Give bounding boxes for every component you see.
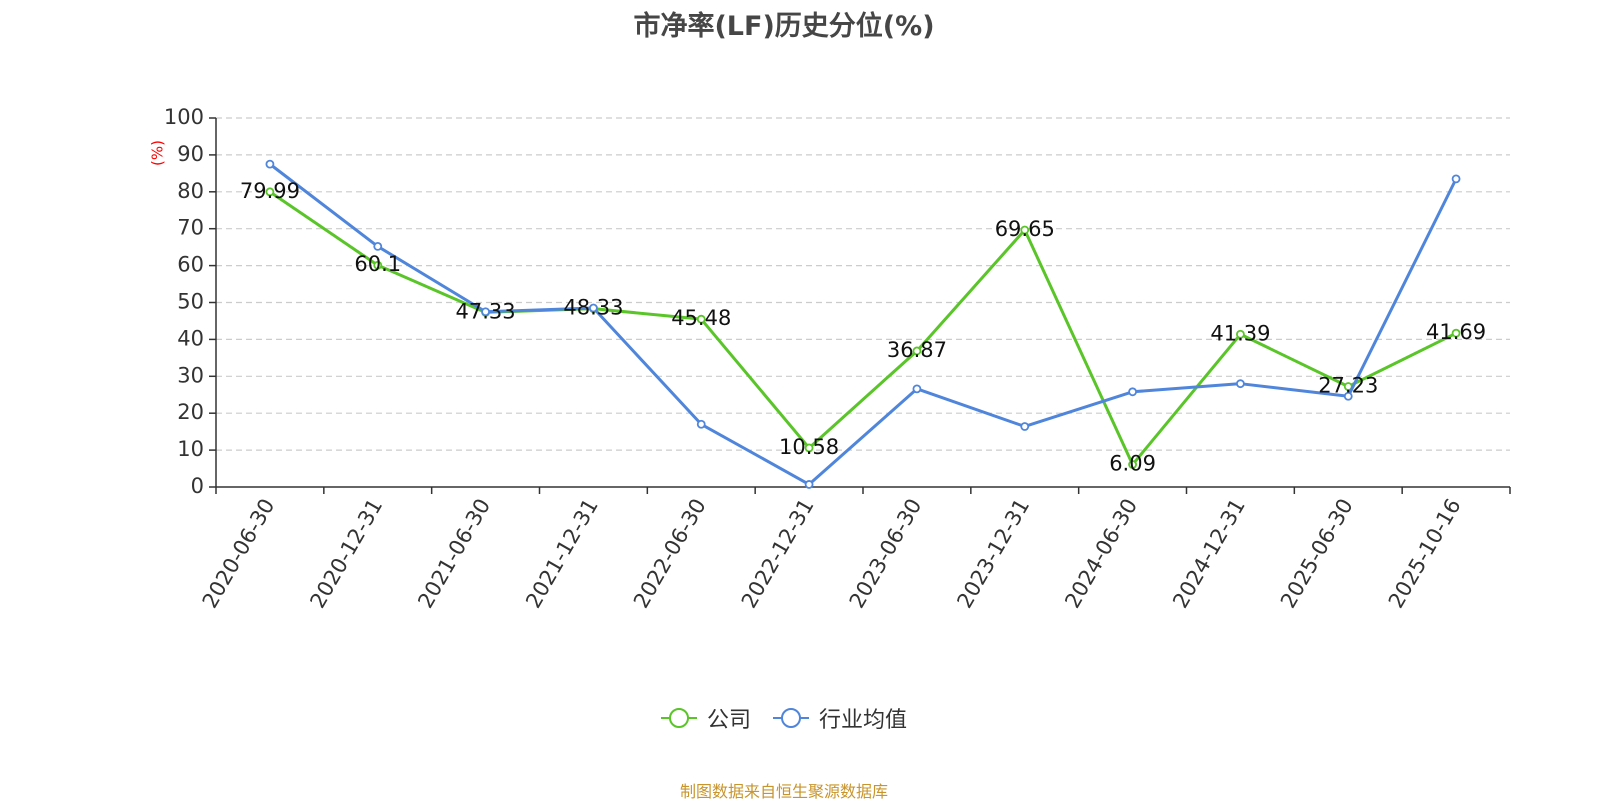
x-tick-label: 2024-06-30 (1060, 495, 1142, 613)
data-labels: 79.99 60.1 47.33 48.33 45.48 10.58 36.87 69.65 6… (240, 179, 1486, 476)
y-tick-label: 10 (177, 437, 204, 461)
legend-item-company[interactable]: 公司 (660, 702, 751, 734)
data-point-series-1[interactable] (696, 419, 706, 429)
gridlines (216, 117, 1510, 451)
data-label: 79.99 (240, 179, 300, 203)
data-point-series-0[interactable] (804, 443, 814, 453)
x-tick-label: 2023-12-31 (952, 495, 1034, 613)
y-tick-label: 50 (177, 290, 204, 314)
data-point-series-1[interactable] (1020, 422, 1030, 431)
data-label: 48.33 (563, 296, 623, 320)
legend-item-industry-average[interactable]: 行业均值 (773, 702, 907, 734)
x-tick-label: 2022-06-30 (629, 495, 711, 613)
x-tick-label: 2023-06-30 (845, 495, 927, 613)
data-point-series-0[interactable] (1020, 225, 1030, 235)
data-point-series-1[interactable] (912, 384, 922, 394)
data-point-series-1[interactable] (373, 242, 383, 251)
x-tick-label: 2024-12-31 (1168, 495, 1250, 613)
x-tick-label: 2020-06-30 (198, 495, 280, 613)
data-point-series-1[interactable] (589, 303, 598, 313)
data-point-series-1[interactable] (1128, 387, 1137, 397)
data-point-series-1[interactable] (1343, 391, 1353, 401)
series-lines (265, 159, 1461, 489)
y-tick-label: 30 (177, 363, 204, 387)
legend-label-industry-average: 行业均值 (819, 708, 908, 733)
data-point-series-0[interactable] (912, 346, 922, 356)
legend-company-marker-icon (660, 708, 697, 728)
data-label: 69.65 (995, 217, 1055, 241)
y-tick-label: 0 (191, 474, 204, 498)
legend: 公司 行业均值 (0, 702, 1568, 734)
data-label: 41.69 (1426, 320, 1486, 344)
y-tick-label: 80 (177, 179, 204, 203)
y-tick-label: 70 (177, 216, 204, 240)
data-point-series-1[interactable] (265, 159, 275, 169)
x-tick-label: 2021-12-31 (521, 495, 603, 613)
y-tick-label: 90 (177, 142, 204, 166)
data-label: 36.87 (887, 338, 947, 362)
data-label: 45.48 (671, 306, 731, 330)
series-line-0 (269, 190, 1457, 467)
y-axis-label: (%) (149, 140, 167, 166)
y-tick-label: 20 (177, 400, 204, 424)
data-point-series-0[interactable] (1451, 328, 1461, 338)
y-tick-label: 100 (164, 105, 204, 129)
data-point-series-0[interactable] (1128, 460, 1137, 469)
axes: 0 10 20 30 40 50 60 70 80 90 100 2020-06-30 2020-12-… (164, 105, 1511, 613)
series-line-1 (269, 162, 1458, 486)
x-tick-label: 2022-12-31 (737, 495, 819, 613)
data-label: 27.23 (1318, 374, 1378, 398)
data-point-series-1[interactable] (1236, 379, 1245, 389)
data-point-series-0[interactable] (265, 187, 275, 197)
data-point-series-0[interactable] (696, 314, 706, 324)
x-tick-label: 2021-06-30 (413, 495, 495, 613)
data-point-series-1[interactable] (804, 480, 814, 489)
x-tick-label: 2020-12-31 (305, 495, 387, 613)
data-point-series-1[interactable] (481, 307, 490, 317)
data-point-series-1[interactable] (1451, 174, 1461, 184)
legend-label-company: 公司 (706, 708, 751, 733)
data-label: 60.1 (354, 252, 401, 276)
data-label: 47.33 (456, 299, 516, 323)
data-point-series-0[interactable] (373, 260, 383, 270)
data-source-note: 制图数据来自恒生聚源数据库 (679, 782, 888, 801)
y-tick-label: 40 (177, 326, 204, 350)
data-label: 10.58 (779, 435, 839, 459)
y-tick-label: 60 (177, 253, 204, 277)
data-label: 6.09 (1109, 452, 1156, 476)
chart-title: 市净率(LF)历史分位(%) (633, 11, 935, 42)
x-tick-label: 2025-10-16 (1384, 495, 1466, 613)
data-point-series-0[interactable] (1236, 329, 1245, 339)
x-tick-label: 2025-06-30 (1276, 495, 1358, 613)
data-label: 41.39 (1210, 321, 1270, 345)
legend-industry-marker-icon (773, 708, 809, 728)
